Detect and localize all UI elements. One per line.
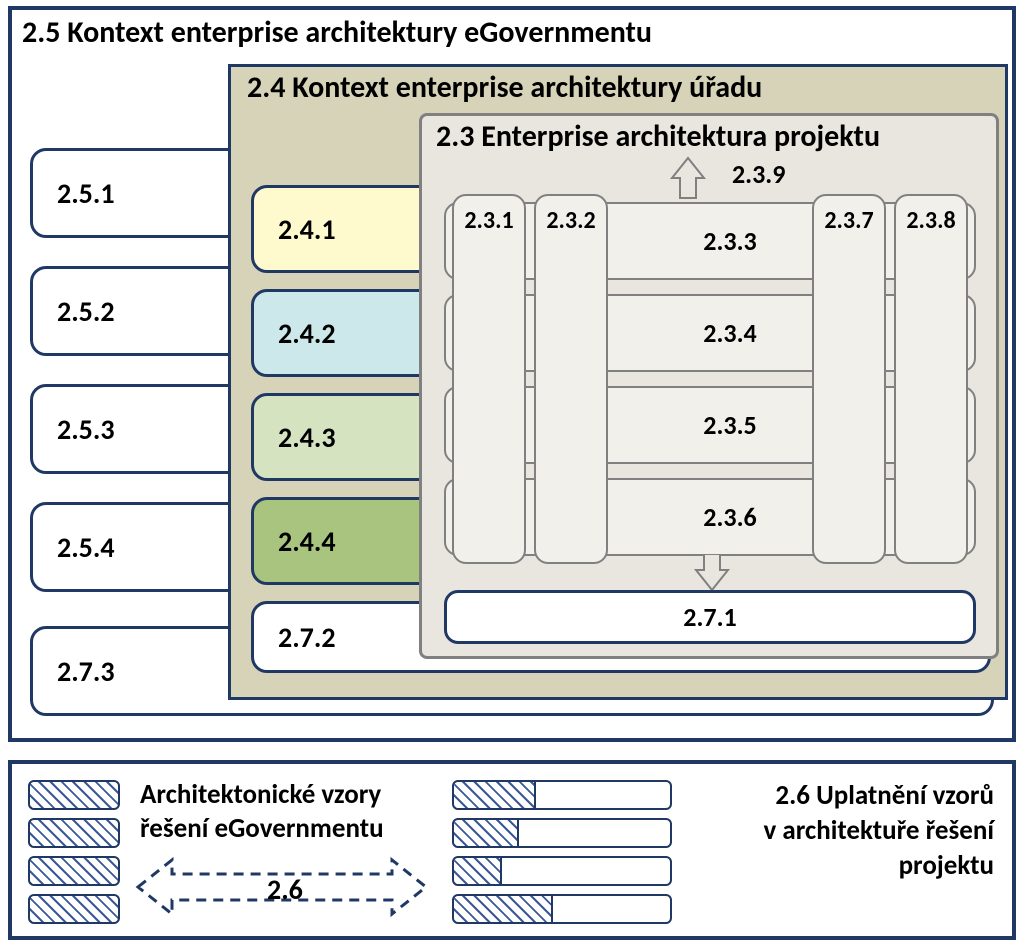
- center-row-3: [452, 856, 672, 886]
- arrow-2-3-9-up: [658, 156, 718, 200]
- box-2-5: 2.5 Kontext enterprise architektury eGov…: [8, 6, 1016, 742]
- col-2-3-1: 2.3.1: [452, 194, 526, 564]
- hatch-row-2: [28, 818, 120, 848]
- center-row-1: [452, 780, 672, 810]
- arrow-2-3-down: [682, 554, 742, 592]
- title-2-5: 2.5 Kontext enterprise architektury eGov…: [22, 14, 652, 51]
- hatch-row-3: [28, 856, 120, 886]
- label-2-4-1: 2.4.1: [278, 212, 336, 247]
- label-2-4-2: 2.4.2: [278, 316, 336, 351]
- label-2-7-3: 2.7.3: [57, 654, 115, 689]
- diagram-canvas: 2.5 Kontext enterprise architektury eGov…: [0, 0, 1024, 947]
- title-2-4: 2.4 Kontext enterprise architektury úřad…: [247, 69, 762, 106]
- legend-box: Architektonické vzory řešení eGovernment…: [8, 760, 1016, 940]
- label-2-7-2: 2.7.2: [278, 620, 336, 655]
- label-2-5-4: 2.5.4: [57, 530, 115, 565]
- legend-right-text: 2.6 Uplatnění vzorů v architektuře řešen…: [684, 778, 994, 883]
- legend-left-line1: Architektonické vzory: [140, 778, 440, 812]
- label-2-3-6: 2.3.6: [703, 501, 756, 533]
- label-2-3-2: 2.3.2: [546, 206, 595, 235]
- label-2-5-1: 2.5.1: [57, 176, 115, 211]
- legend-right-line2: v architektuře řešení: [684, 813, 994, 848]
- label-2-3-3: 2.3.3: [703, 225, 756, 257]
- legend-right-line1: 2.6 Uplatnění vzorů: [684, 778, 994, 813]
- center-row-4: [452, 894, 672, 924]
- legend-pattern-stack: [28, 780, 128, 930]
- label-2-3-8: 2.3.8: [906, 206, 955, 235]
- label-2-3-7: 2.3.7: [824, 206, 873, 235]
- legend-center-stack: [452, 780, 682, 930]
- label-2-4-4: 2.4.4: [278, 524, 336, 559]
- center-fill-4: [454, 896, 553, 922]
- hatch-row-4: [28, 894, 120, 924]
- legend-right-line3: projektu: [684, 848, 994, 883]
- hatch-row-1: [28, 780, 120, 810]
- center-fill-3: [454, 858, 502, 884]
- legend-arrow-label: 2.6: [267, 872, 303, 907]
- center-fill-1: [454, 782, 536, 808]
- legend-left-line2: řešení eGovernmentu: [140, 812, 440, 846]
- legend-left-text: Architektonické vzory řešení eGovernment…: [140, 778, 440, 846]
- title-2-3: 2.3 Enterprise architektura projektu: [436, 118, 880, 155]
- col-2-3-8: 2.3.8: [894, 194, 968, 564]
- label-2-5-3: 2.5.3: [57, 412, 115, 447]
- box-2-3: 2.3 Enterprise architektura projektu 2.3…: [419, 113, 999, 659]
- box-2-7-1: 2.7.1: [444, 590, 976, 644]
- col-2-3-7: 2.3.7: [812, 194, 886, 564]
- col-2-3-2: 2.3.2: [534, 194, 608, 564]
- center-fill-2: [454, 820, 519, 846]
- box-2-4: 2.4 Kontext enterprise architektury úřad…: [228, 64, 1008, 700]
- label-2-5-2: 2.5.2: [57, 294, 115, 329]
- label-2-3-4: 2.3.4: [703, 317, 756, 349]
- label-2-3-5: 2.3.5: [703, 409, 756, 441]
- label-2-3-9: 2.3.9: [732, 158, 785, 190]
- label-2-3-1: 2.3.1: [464, 206, 513, 235]
- label-2-4-3: 2.4.3: [278, 420, 336, 455]
- label-2-7-1: 2.7.1: [683, 601, 736, 633]
- center-row-2: [452, 818, 672, 848]
